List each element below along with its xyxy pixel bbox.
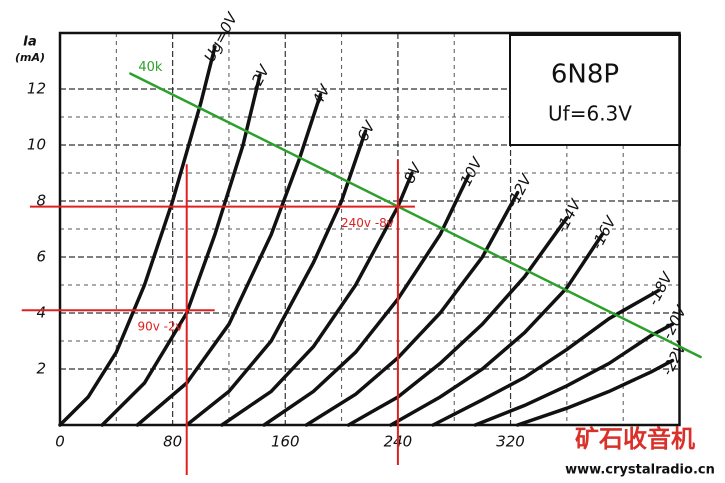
annotation-label: 90v -2v — [137, 320, 182, 334]
curve-label: -8V — [398, 159, 427, 191]
y-axis-unit: (mA) — [15, 51, 45, 64]
load-label: 40k — [138, 60, 163, 75]
plate-curve — [431, 288, 661, 427]
y-tick-label: 4 — [36, 304, 46, 322]
load-line — [129, 72, 702, 359]
y-tick-label: 10 — [27, 136, 46, 154]
plot-frame — [58, 31, 681, 427]
curve-label: -2V — [246, 61, 275, 93]
curve-label: -12V — [503, 170, 536, 211]
x-tick-label: 80 — [163, 433, 182, 451]
x-tick-label: 160 — [271, 433, 300, 451]
plate-curve — [100, 73, 262, 427]
curve-label: -16V — [588, 212, 621, 253]
plate-curve — [184, 129, 368, 427]
annotation-label: 240v -8v — [341, 216, 394, 230]
plate-curve — [389, 232, 604, 427]
chart-title: 6N8P — [551, 60, 619, 90]
x-tick-label: 320 — [496, 433, 525, 451]
y-tick-label: 12 — [27, 80, 46, 98]
curve-label: -10V — [454, 153, 487, 194]
curve-label: -18V — [644, 268, 677, 309]
x-tick-label: 0 — [55, 433, 65, 451]
plate-curve — [58, 45, 217, 427]
plate-curve — [220, 171, 414, 427]
plate-curve — [304, 190, 520, 427]
watermark-url: www.crystalradio.cn — [565, 463, 715, 478]
title-box — [509, 34, 681, 146]
y-tick-label: 2 — [36, 360, 46, 378]
watermark-title: 矿石收音机 — [575, 425, 695, 453]
y-axis-label: Ia — [23, 35, 37, 50]
y-tick-label: 8 — [36, 192, 46, 210]
curve-label: -6V — [351, 117, 380, 149]
curve-label: -4V — [306, 80, 335, 112]
curve-label: -20V — [658, 302, 691, 343]
plate-curve — [262, 174, 471, 427]
chart-subtitle: Uf=6.3V — [548, 102, 632, 126]
y-tick-label: 6 — [36, 248, 46, 266]
plate-curve — [346, 216, 569, 427]
curve-label: Ug=0V — [200, 8, 242, 65]
plate-curve — [515, 358, 675, 427]
plate-curve — [135, 92, 323, 427]
